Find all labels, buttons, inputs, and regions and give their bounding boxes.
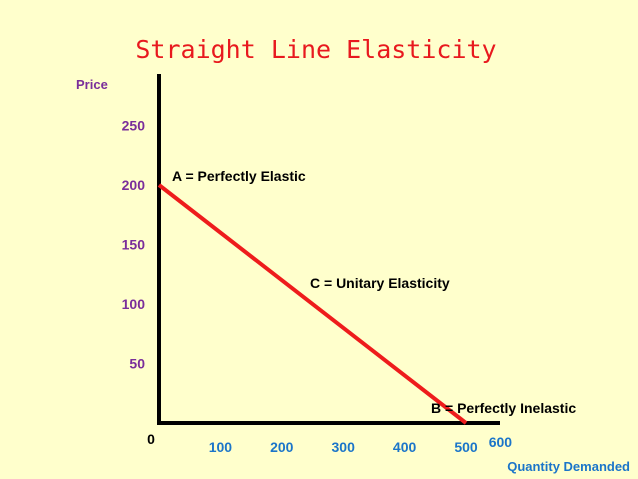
y-tick-label-200: 200 [122, 177, 146, 193]
x-tick-label-300: 300 [332, 439, 356, 455]
x-tick-label-500: 500 [454, 439, 478, 455]
y-axis-label: Price [76, 77, 108, 92]
origin-label: 0 [147, 431, 155, 447]
annotation-1: C = Unitary Elasticity [310, 275, 450, 291]
x-tick-label-200: 200 [270, 439, 294, 455]
y-tick-label-100: 100 [122, 296, 146, 312]
annotation-2: B = Perfectly Inelastic [431, 400, 576, 416]
annotation-0: A = Perfectly Elastic [172, 168, 306, 184]
x-tick-label-100: 100 [209, 439, 233, 455]
y-tick-label-250: 250 [122, 118, 146, 134]
y-tick-label-150: 150 [122, 237, 146, 253]
y-tick-label-50: 50 [129, 356, 145, 372]
annotation-layer: A = Perfectly Elastic C = Unitary Elastic… [172, 168, 576, 416]
x-axis-label: Quantity Demanded [507, 459, 630, 474]
x-tick-label-600: 600 [489, 434, 513, 450]
demand-line-0 [157, 183, 468, 425]
x-tick-labels: 100 200 300 400 500 600 [209, 434, 513, 455]
y-tick-labels: 50 100 150 200 250 [122, 118, 146, 372]
series-layer [157, 183, 468, 425]
chart-title: Straight Line Elasticity [135, 35, 496, 64]
x-tick-label-400: 400 [393, 439, 417, 455]
